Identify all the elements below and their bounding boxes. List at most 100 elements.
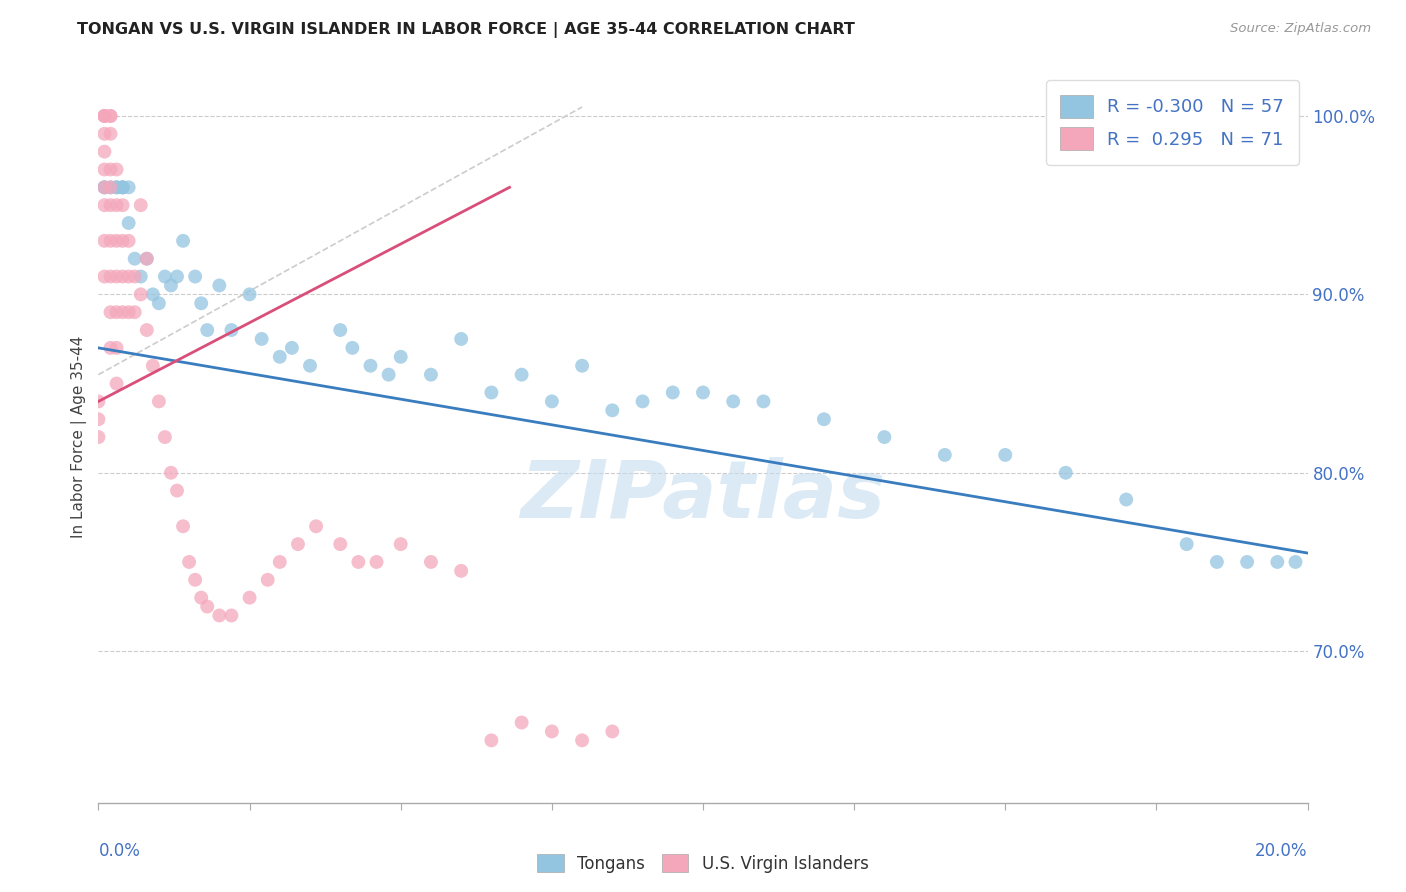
Point: [571, 359, 593, 373]
Point: [250, 332, 273, 346]
Point: [195, 599, 218, 614]
Point: [934, 448, 956, 462]
Point: [105, 180, 128, 194]
Point: [510, 368, 533, 382]
Point: [692, 385, 714, 400]
Point: [239, 287, 262, 301]
Point: [1206, 555, 1229, 569]
Point: [93, 109, 115, 123]
Point: [100, 234, 122, 248]
Point: [111, 180, 134, 194]
Point: [571, 733, 593, 747]
Point: [481, 385, 503, 400]
Point: [100, 341, 122, 355]
Point: [602, 403, 624, 417]
Point: [377, 368, 399, 382]
Point: [269, 555, 291, 569]
Point: [1175, 537, 1198, 551]
Point: [305, 519, 328, 533]
Point: [1236, 555, 1258, 569]
Point: [111, 198, 134, 212]
Point: [360, 359, 382, 373]
Point: [184, 573, 207, 587]
Point: [100, 109, 122, 123]
Point: [124, 269, 146, 284]
Text: 20.0%: 20.0%: [1256, 842, 1308, 860]
Point: [100, 180, 122, 194]
Point: [100, 127, 122, 141]
Point: [118, 305, 141, 319]
Point: [184, 269, 207, 284]
Point: [118, 269, 141, 284]
Point: [723, 394, 745, 409]
Point: [347, 555, 370, 569]
Point: [389, 537, 412, 551]
Point: [172, 519, 194, 533]
Point: [153, 269, 176, 284]
Point: [420, 555, 443, 569]
Point: [366, 555, 388, 569]
Point: [148, 296, 170, 310]
Point: [111, 234, 134, 248]
Point: [873, 430, 896, 444]
Point: [160, 466, 183, 480]
Point: [1284, 555, 1306, 569]
Point: [540, 724, 562, 739]
Text: 0.0%: 0.0%: [98, 842, 141, 860]
Point: [105, 198, 128, 212]
Point: [93, 127, 115, 141]
Point: [93, 162, 115, 177]
Point: [179, 555, 201, 569]
Point: [105, 234, 128, 248]
Point: [87, 430, 110, 444]
Point: [124, 305, 146, 319]
Point: [342, 341, 364, 355]
Legend: Tongans, U.S. Virgin Islanders: Tongans, U.S. Virgin Islanders: [530, 847, 876, 880]
Point: [1267, 555, 1289, 569]
Point: [105, 162, 128, 177]
Point: [148, 394, 170, 409]
Point: [1115, 492, 1137, 507]
Point: [93, 109, 115, 123]
Point: [281, 341, 304, 355]
Point: [190, 296, 212, 310]
Point: [420, 368, 443, 382]
Point: [661, 385, 683, 400]
Point: [105, 269, 128, 284]
Point: [105, 376, 128, 391]
Point: [93, 198, 115, 212]
Point: [129, 198, 152, 212]
Point: [118, 216, 141, 230]
Point: [287, 537, 309, 551]
Point: [93, 269, 115, 284]
Point: [100, 109, 122, 123]
Point: [208, 278, 231, 293]
Point: [510, 715, 533, 730]
Point: [269, 350, 291, 364]
Point: [124, 252, 146, 266]
Text: ZIPatlas: ZIPatlas: [520, 457, 886, 534]
Point: [299, 359, 322, 373]
Point: [329, 323, 352, 337]
Point: [93, 109, 115, 123]
Point: [129, 269, 152, 284]
Point: [105, 180, 128, 194]
Point: [172, 234, 194, 248]
Point: [105, 341, 128, 355]
Point: [602, 724, 624, 739]
Point: [160, 278, 183, 293]
Point: [93, 180, 115, 194]
Point: [100, 198, 122, 212]
Point: [195, 323, 218, 337]
Y-axis label: In Labor Force | Age 35-44: In Labor Force | Age 35-44: [72, 336, 87, 538]
Point: [100, 162, 122, 177]
Point: [118, 234, 141, 248]
Point: [389, 350, 412, 364]
Point: [100, 180, 122, 194]
Point: [129, 287, 152, 301]
Point: [135, 323, 157, 337]
Point: [1054, 466, 1077, 480]
Point: [208, 608, 231, 623]
Point: [221, 608, 243, 623]
Point: [93, 234, 115, 248]
